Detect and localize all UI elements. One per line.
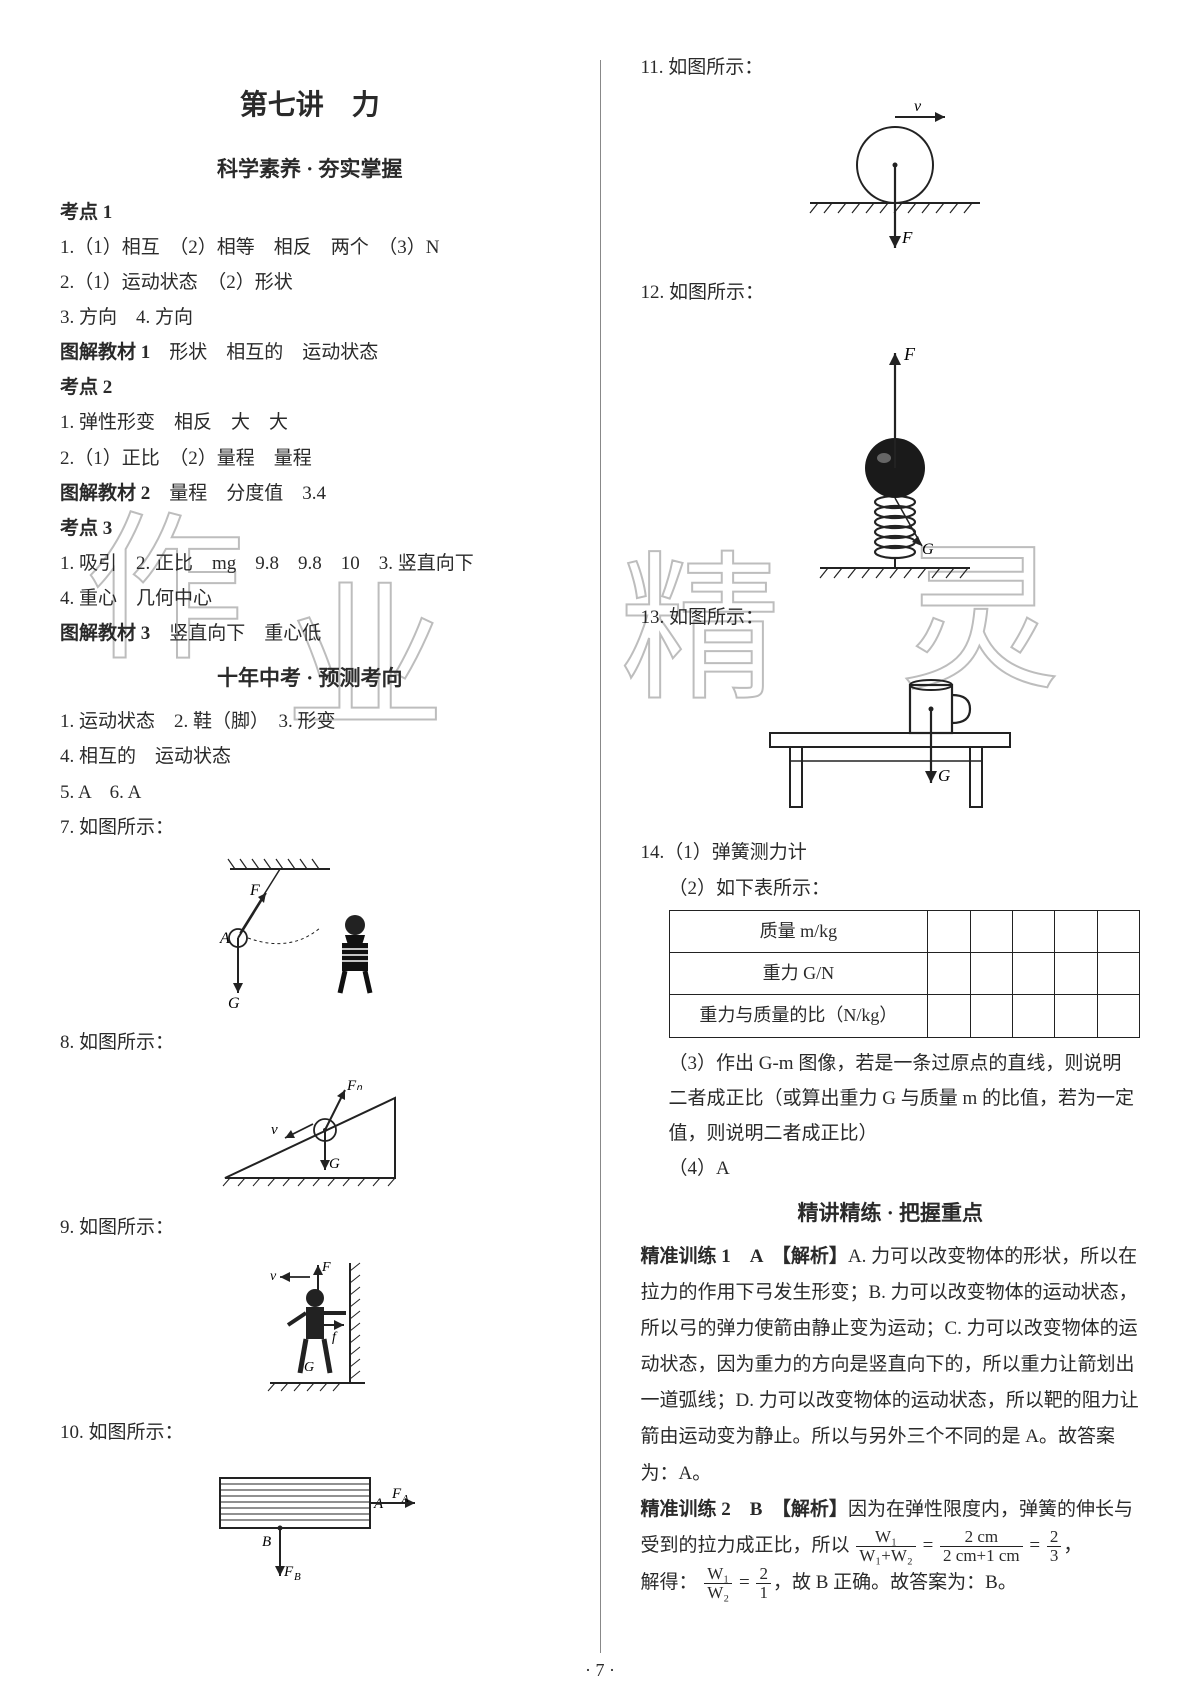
svg-text:G: G	[922, 541, 934, 558]
fraction: 21	[756, 1565, 771, 1602]
answer-line: 2.（1）运动状态 （2）形状	[60, 265, 560, 300]
table-cell	[1097, 910, 1139, 952]
answer-line: 4. 相互的 运动状态	[60, 739, 560, 774]
svg-text:A: A	[219, 930, 230, 947]
fraction: 2 cm2 cm+1 cm	[940, 1528, 1023, 1565]
figure-label: 9. 如图所示：	[60, 1210, 560, 1245]
svg-text:F: F	[283, 1564, 294, 1580]
answer-line: 5. A 6. A	[60, 775, 560, 810]
diagram-q7: A F G	[60, 853, 560, 1013]
svg-text:G: G	[228, 995, 240, 1012]
page-number: · 7 ·	[0, 1660, 1200, 1681]
table-row: 质量 m/kg	[669, 910, 1140, 952]
answer-line: 图解教材 1 图解教材 1 形状 相互的 运动状态形状 相互的 运动状态	[60, 335, 560, 370]
svg-text:F: F	[391, 1486, 402, 1502]
figure-label: 8. 如图所示：	[60, 1025, 560, 1060]
svg-text:G: G	[329, 1156, 340, 1172]
table-cell: 质量 m/kg	[669, 910, 928, 952]
fraction: W₁W₁+W₂	[856, 1528, 916, 1565]
topic-heading: 考点 1	[60, 195, 560, 230]
analysis-label: 精准训练 1 A 【解析】	[641, 1246, 848, 1267]
table-row: 重力 G/N	[669, 953, 1140, 995]
diagram-q11: v F	[641, 93, 1141, 263]
lesson-title: 第七讲 力	[60, 80, 560, 132]
analysis-body: A. 力可以改变物体的形状，所以在拉力的作用下弓发生形变；B. 力可以改变物体的…	[641, 1246, 1139, 1484]
answer-line: （3）作出 G-m 图像，若是一条过原点的直线，则说明二者成正比（或算出重力 G…	[641, 1046, 1141, 1151]
diagram-q13: G	[641, 643, 1141, 823]
diagram-q8: v Fₙ G	[60, 1068, 560, 1198]
page-container: 第七讲 力 科学素养 · 夯实掌握 考点 1 1.（1）相互 （2）相等 相反 …	[60, 50, 1140, 1663]
fraction: 23	[1047, 1528, 1062, 1565]
analysis-block: 精准训练 2 B 【解析】因为在弹性限度内，弹簧的伸长与受到的拉力成正比，所以 …	[641, 1492, 1141, 1565]
answer-line: 3. 方向 4. 方向	[60, 300, 560, 335]
answer-line: 1. 弹性形变 相反 大 大	[60, 405, 560, 440]
table-cell	[970, 910, 1012, 952]
figure-label: 13. 如图所示：	[641, 600, 1141, 635]
data-table-wrap: 质量 m/kg 重力 G/N 重力与质量的比（N/kg）	[641, 910, 1141, 1038]
figure-label: 7. 如图所示：	[60, 810, 560, 845]
answer-line: 1. 运动状态 2. 鞋（脚） 3. 形变	[60, 704, 560, 739]
svg-text:B: B	[262, 1534, 271, 1550]
svg-text:G: G	[304, 1360, 314, 1375]
svg-text:f: f	[332, 1330, 338, 1345]
analysis-text: 解得：	[641, 1572, 698, 1593]
svg-text:G: G	[938, 766, 950, 785]
table-cell: 重力 G/N	[669, 953, 928, 995]
fraction: W₁W₂	[704, 1565, 732, 1602]
analysis-block: 解得： W₁W₂ = 21，故 B 正确。故答案为：B。	[641, 1565, 1141, 1602]
diagram-q10: A F A B F B	[60, 1458, 560, 1598]
data-table: 质量 m/kg 重力 G/N 重力与质量的比（N/kg）	[669, 910, 1141, 1038]
svg-text:Fₙ: Fₙ	[346, 1078, 363, 1094]
svg-text:v: v	[914, 98, 922, 115]
answer-line: （2）如下表所示：	[641, 871, 1141, 906]
svg-text:B: B	[294, 1571, 301, 1583]
analysis-block: 精准训练 1 A 【解析】A. 力可以改变物体的形状，所以在拉力的作用下弓发生形…	[641, 1239, 1141, 1492]
topic-heading: 考点 3	[60, 511, 560, 546]
svg-text:v: v	[271, 1122, 278, 1138]
answer-line: 14.（1）弹簧测力计	[641, 835, 1141, 870]
table-cell	[928, 910, 970, 952]
svg-text:v: v	[270, 1269, 277, 1284]
analysis-text: ，	[1063, 1535, 1082, 1556]
svg-text:F: F	[903, 344, 916, 364]
answer-line: 图解教材 3 竖直向下 重心低	[60, 616, 560, 651]
svg-text:F: F	[901, 228, 913, 247]
table-cell	[1012, 910, 1054, 952]
table-cell	[1055, 910, 1097, 952]
diagram-q9: v F f G	[60, 1253, 560, 1403]
answer-line: 2.（1）正比 （2）量程 量程	[60, 441, 560, 476]
analysis-text: ，故 B 正确。故答案为：B。	[773, 1572, 1017, 1593]
svg-text:F: F	[249, 882, 260, 899]
table-cell: 重力与质量的比（N/kg）	[669, 995, 928, 1037]
figure-label: 11. 如图所示：	[641, 50, 1141, 85]
answer-line: （4）A	[641, 1151, 1141, 1186]
answer-line: 4. 重心 几何中心	[60, 581, 560, 616]
left-column: 第七讲 力 科学素养 · 夯实掌握 考点 1 1.（1）相互 （2）相等 相反 …	[60, 50, 560, 1663]
analysis-label: 精准训练 2 B 【解析】	[641, 1499, 848, 1520]
topic-heading: 考点 2	[60, 370, 560, 405]
section-header: 科学素养 · 夯实掌握	[60, 150, 560, 189]
table-row: 重力与质量的比（N/kg）	[669, 995, 1140, 1037]
diagram-q12: F G	[641, 318, 1141, 588]
right-column: 11. 如图所示： v	[641, 50, 1141, 1663]
answer-line: 1. 吸引 2. 正比 mg 9.8 9.8 10 3. 竖直向下	[60, 546, 560, 581]
answer-line: 1.（1）相互 （2）相等 相反 两个 （3）N	[60, 230, 560, 265]
answer-line: 图解教材 2 量程 分度值 3.4	[60, 476, 560, 511]
svg-text:F: F	[321, 1260, 331, 1275]
section-header: 精讲精练 · 把握重点	[641, 1194, 1141, 1233]
svg-text:A: A	[401, 1493, 409, 1505]
section-header: 十年中考 · 预测考向	[60, 659, 560, 698]
figure-label: 12. 如图所示：	[641, 275, 1141, 310]
column-divider	[600, 60, 601, 1653]
figure-label: 10. 如图所示：	[60, 1415, 560, 1450]
